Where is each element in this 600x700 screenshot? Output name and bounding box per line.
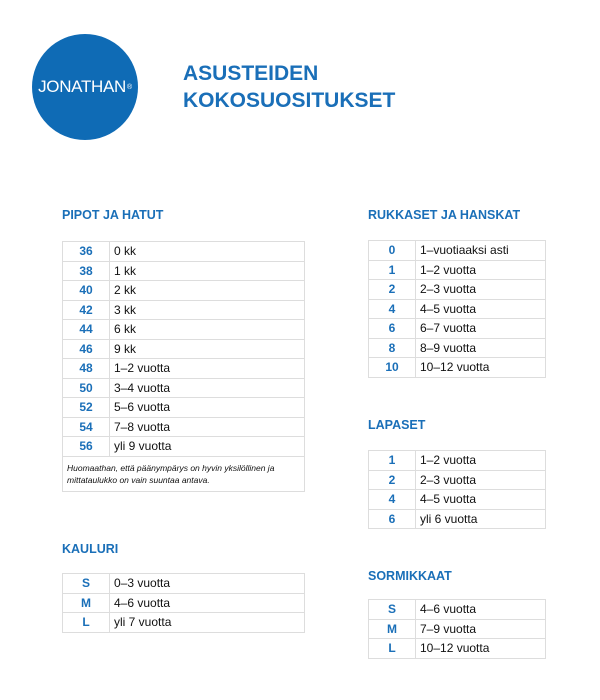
size-cell: S (368, 599, 416, 620)
size-cell: 10 (368, 357, 416, 378)
size-cell: 46 (62, 338, 110, 359)
age-cell: 5–6 vuotta (109, 397, 305, 418)
size-cell: 0 (368, 240, 416, 261)
table-row: 6 yli 6 vuotta (368, 508, 546, 529)
age-cell: 4–6 vuotta (109, 592, 305, 613)
size-cell: L (62, 612, 110, 633)
table-row: S 4–6 vuotta (368, 599, 546, 620)
table-row: 36 0 kk (62, 241, 305, 262)
size-cell: 36 (62, 241, 110, 262)
table-row: 54 7–8 vuotta (62, 416, 305, 437)
size-cell: M (62, 592, 110, 613)
age-cell: 3 kk (109, 299, 305, 320)
heading-rukkaset: RUKKASET JA HANSKAT (368, 208, 521, 222)
size-cell: 6 (368, 508, 416, 529)
size-cell: 8 (368, 337, 416, 358)
table-row: M 4–6 vuotta (62, 592, 305, 613)
age-cell: 0 kk (109, 241, 305, 262)
age-cell: 0–3 vuotta (109, 573, 305, 594)
table-row: L 10–12 vuotta (368, 638, 546, 659)
age-cell: 9 kk (109, 338, 305, 359)
size-cell: 4 (368, 489, 416, 510)
table-row: 1 1–2 vuotta (368, 450, 546, 471)
heading-pipot: PIPOT JA HATUT (62, 208, 164, 222)
age-cell: 4–6 vuotta (415, 599, 546, 620)
age-cell: 7–9 vuotta (415, 618, 546, 639)
heading-kauluri: KAULURI (62, 542, 119, 556)
table-row: 4 4–5 vuotta (368, 298, 546, 319)
age-cell: yli 7 vuotta (109, 612, 305, 633)
table-row: 38 1 kk (62, 260, 305, 281)
table-row: 2 2–3 vuotta (368, 279, 546, 300)
table-row: 52 5–6 vuotta (62, 397, 305, 418)
size-cell: L (368, 638, 416, 659)
size-cell: 42 (62, 299, 110, 320)
age-cell: 6 kk (109, 319, 305, 340)
table-row: 4 4–5 vuotta (368, 489, 546, 510)
table-row: 8 8–9 vuotta (368, 337, 546, 358)
size-cell: 52 (62, 397, 110, 418)
age-cell: yli 6 vuotta (415, 508, 546, 529)
page-title: ASUSTEIDEN KOKOSUOSITUKSET (183, 62, 396, 112)
age-cell: 4–5 vuotta (415, 298, 546, 319)
table-row: 42 3 kk (62, 299, 305, 320)
age-cell: yli 9 vuotta (109, 436, 305, 457)
age-cell: 1–2 vuotta (109, 358, 305, 379)
table-row: 1 1–2 vuotta (368, 259, 546, 280)
size-cell: 6 (368, 318, 416, 339)
age-cell: 3–4 vuotta (109, 377, 305, 398)
table-row: S 0–3 vuotta (62, 573, 305, 594)
note-text: Huomaathan, että päänympärys on hyvin yk… (62, 455, 305, 492)
age-cell: 6–7 vuotta (415, 318, 546, 339)
age-cell: 1–2 vuotta (415, 259, 546, 280)
table-row: 0 1–vuotiaaksi asti (368, 240, 546, 261)
heading-lapaset: LAPASET (368, 418, 426, 432)
size-cell: M (368, 618, 416, 639)
size-cell: 40 (62, 280, 110, 301)
age-cell: 1–vuotiaaksi asti (415, 240, 546, 261)
table-row: M 7–9 vuotta (368, 618, 546, 639)
size-cell: 54 (62, 416, 110, 437)
age-cell: 10–12 vuotta (415, 357, 546, 378)
table-pipot: 36 0 kk 38 1 kk 40 2 kk 42 3 kk 44 6 kk 46 9 kk 48 1–… (62, 241, 305, 492)
size-cell: 2 (368, 279, 416, 300)
heading-sormikkaat: SORMIKKAAT (368, 569, 452, 583)
table-row: 46 9 kk (62, 338, 305, 359)
table-lapaset: 1 1–2 vuotta 2 2–3 vuotta 4 4–5 vuotta 6 yli 6 … (368, 450, 546, 529)
size-cell: 38 (62, 260, 110, 281)
table-row: 56 yli 9 vuotta (62, 436, 305, 457)
table-sormikkaat: S 4–6 vuotta M 7–9 vuotta L 10–12 vuotta (368, 599, 546, 659)
table-row: 50 3–4 vuotta (62, 377, 305, 398)
size-cell: 1 (368, 259, 416, 280)
age-cell: 10–12 vuotta (415, 638, 546, 659)
table-row: 40 2 kk (62, 280, 305, 301)
age-cell: 1 kk (109, 260, 305, 281)
size-cell: 4 (368, 298, 416, 319)
size-cell: S (62, 573, 110, 594)
age-cell: 2–3 vuotta (415, 279, 546, 300)
size-cell: 50 (62, 377, 110, 398)
size-cell: 56 (62, 436, 110, 457)
age-cell: 4–5 vuotta (415, 489, 546, 510)
age-cell: 2 kk (109, 280, 305, 301)
size-cell: 2 (368, 469, 416, 490)
table-row: 10 10–12 vuotta (368, 357, 546, 378)
age-cell: 2–3 vuotta (415, 469, 546, 490)
age-cell: 7–8 vuotta (109, 416, 305, 437)
table-row: 2 2–3 vuotta (368, 469, 546, 490)
size-cell: 48 (62, 358, 110, 379)
table-rukkaset: 0 1–vuotiaaksi asti 1 1–2 vuotta 2 2–3 vuotta… (368, 240, 546, 378)
size-cell: 44 (62, 319, 110, 340)
age-cell: 8–9 vuotta (415, 337, 546, 358)
table-row: 6 6–7 vuotta (368, 318, 546, 339)
table-row: 44 6 kk (62, 319, 305, 340)
size-cell: 1 (368, 450, 416, 471)
table-row: 48 1–2 vuotta (62, 358, 305, 379)
jonathan-logo: JONATHAN ® (32, 34, 138, 140)
age-cell: 1–2 vuotta (415, 450, 546, 471)
